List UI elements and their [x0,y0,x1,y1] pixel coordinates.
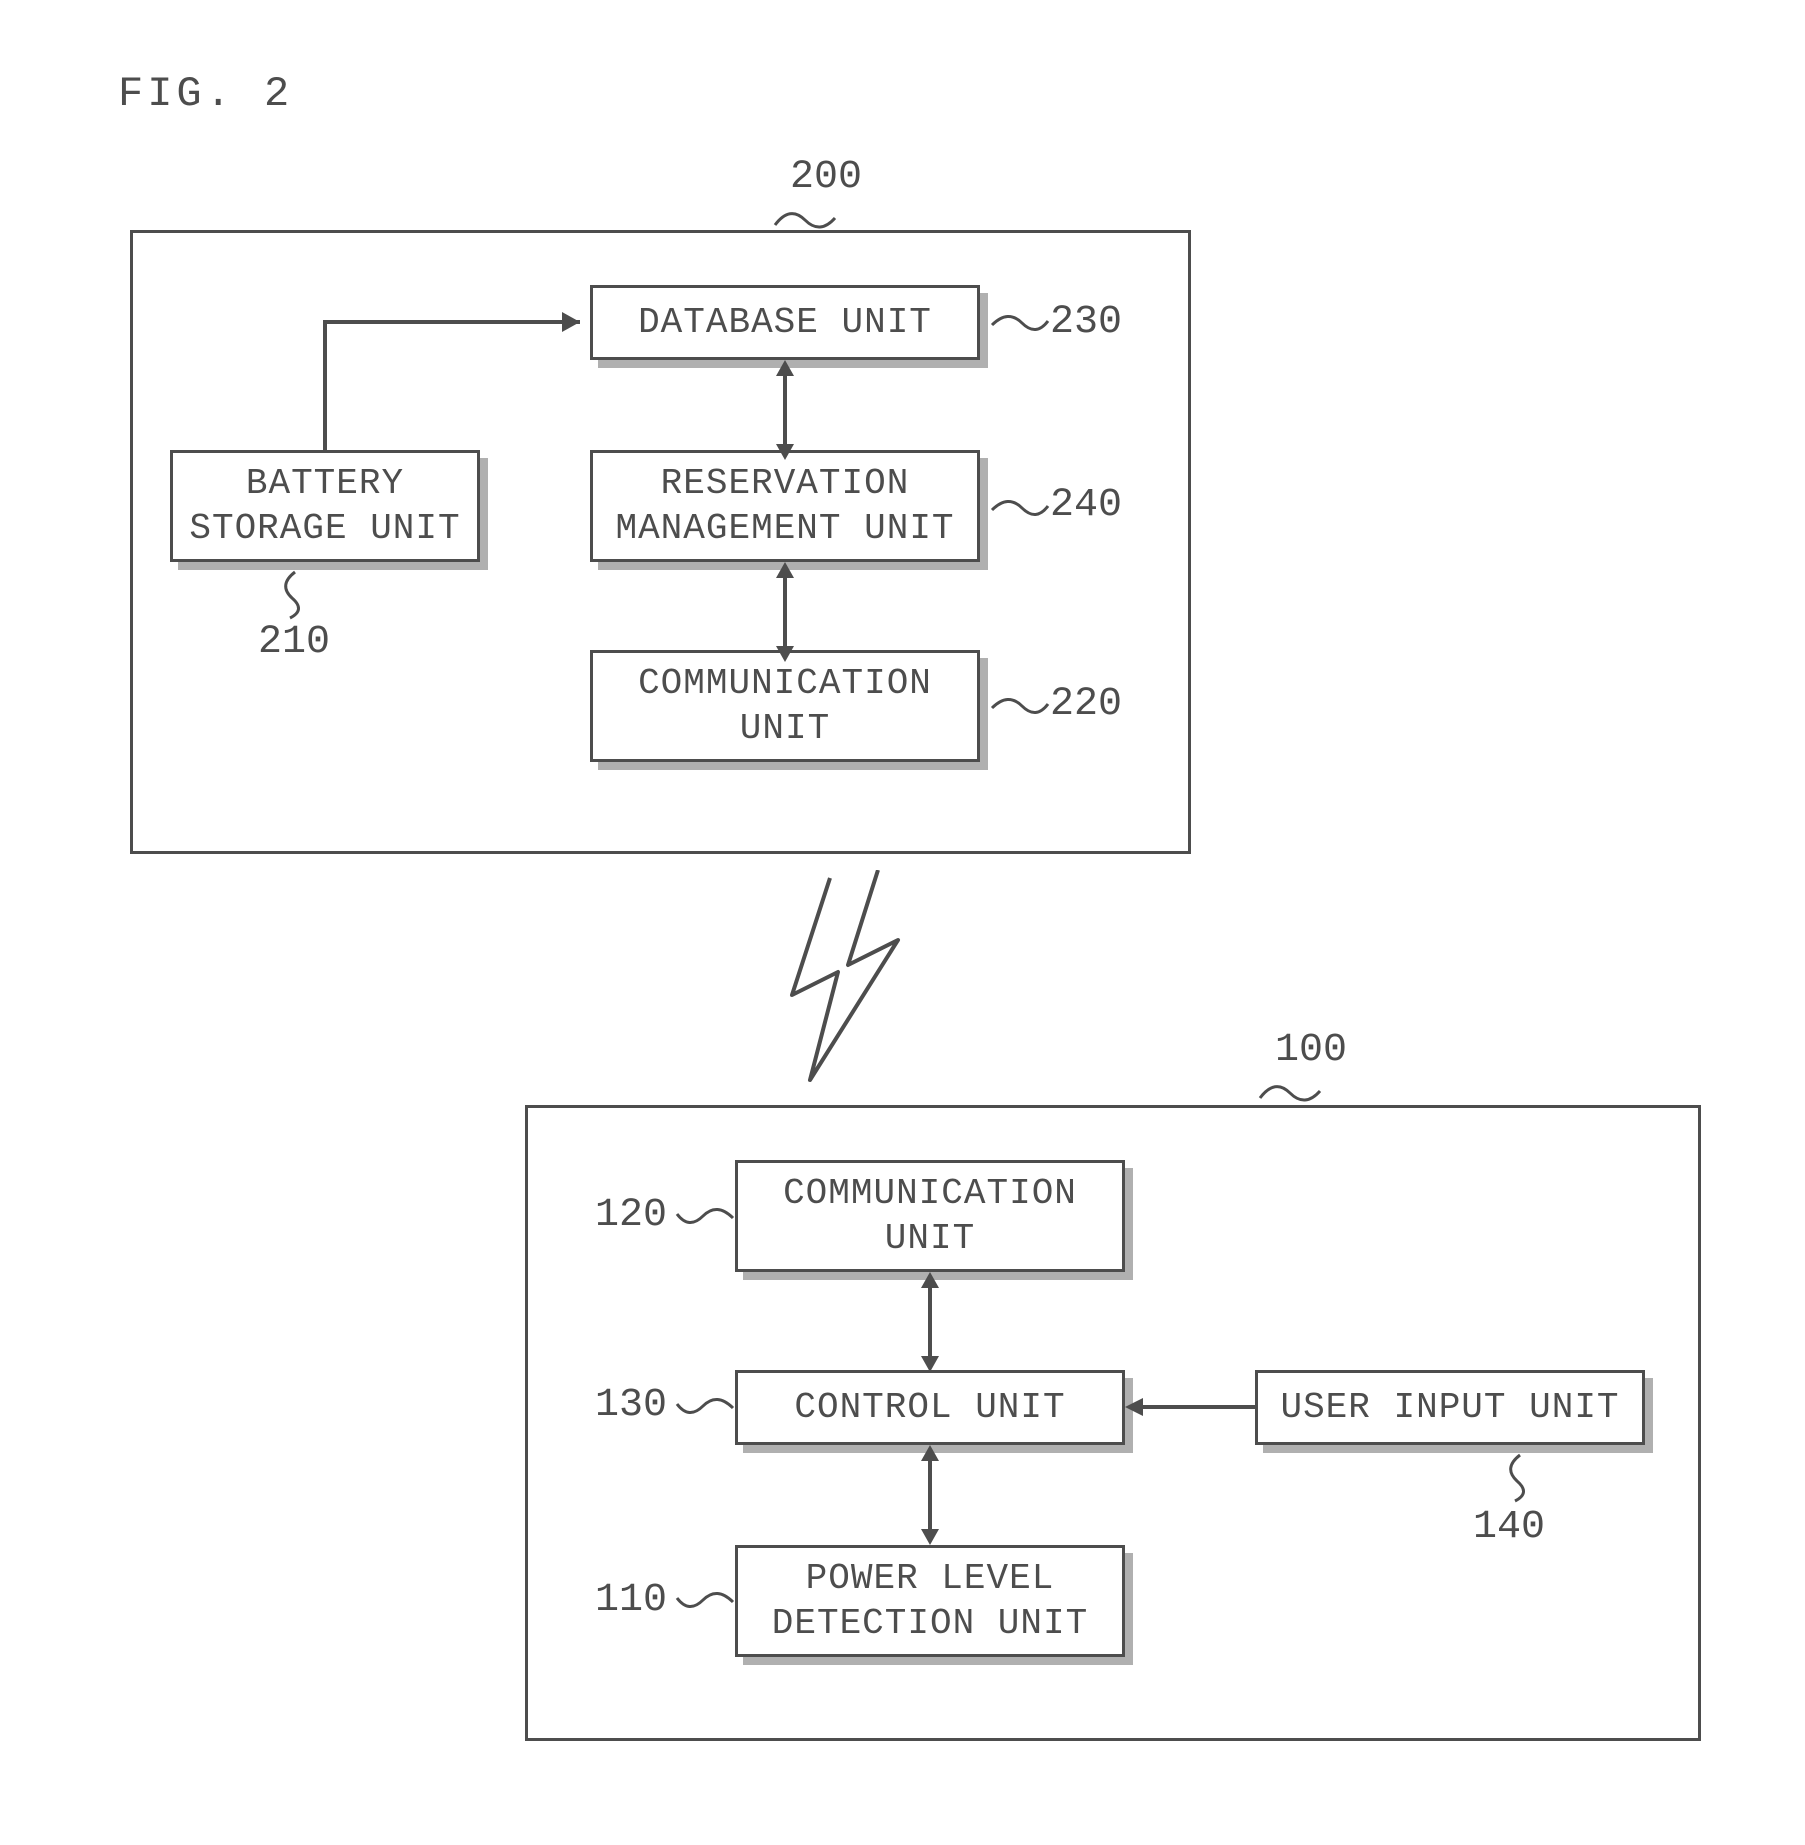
leader-210 [270,570,320,620]
arrow-reservation-comm [770,562,800,662]
leader-240 [990,490,1050,530]
ref-230: 230 [1050,300,1122,345]
block-database: DATABASE UNIT [590,285,980,360]
leader-140 [1495,1453,1545,1503]
block-power-level: POWER LEVEL DETECTION UNIT [735,1545,1125,1657]
block-control: CONTROL UNIT [735,1370,1125,1445]
block-battery-storage-label: BATTERY STORAGE UNIT [189,461,460,551]
figure-title: FIG. 2 [118,70,293,118]
block-power-level-label: POWER LEVEL DETECTION UNIT [772,1556,1088,1646]
arrow-db-reservation [770,360,800,460]
arrow-control-power [915,1445,945,1545]
block-comm-top: COMMUNICATION UNIT [590,650,980,762]
block-database-label: DATABASE UNIT [638,300,932,345]
arrow-battery-to-database [310,300,600,460]
leader-130 [675,1388,735,1428]
block-battery-storage: BATTERY STORAGE UNIT [170,450,480,562]
diagram-canvas: FIG. 2 200 BATTERY STORAGE UNIT 210 DATA… [0,0,1805,1845]
block-reservation-label: RESERVATION MANAGEMENT UNIT [615,461,954,551]
ref-140: 140 [1473,1505,1545,1550]
block-comm-top-label: COMMUNICATION UNIT [638,661,932,751]
wireless-icon [760,870,940,1100]
leader-230 [990,305,1050,345]
arrow-comm-control [915,1272,945,1372]
leader-220 [990,688,1050,728]
ref-220: 220 [1050,682,1122,727]
ref-100: 100 [1275,1028,1347,1073]
arrow-userinput-control [1125,1392,1260,1422]
ref-110: 110 [595,1578,667,1623]
block-user-input: USER INPUT UNIT [1255,1370,1645,1445]
ref-210: 210 [258,620,330,665]
block-reservation: RESERVATION MANAGEMENT UNIT [590,450,980,562]
block-user-input-label: USER INPUT UNIT [1280,1385,1619,1430]
ref-120: 120 [595,1193,667,1238]
block-comm-bottom-label: COMMUNICATION UNIT [783,1171,1077,1261]
block-control-label: CONTROL UNIT [794,1385,1065,1430]
ref-240: 240 [1050,483,1122,528]
leader-110 [675,1582,735,1622]
block-comm-bottom: COMMUNICATION UNIT [735,1160,1125,1272]
ref-130: 130 [595,1383,667,1428]
ref-200: 200 [790,155,862,200]
leader-120 [675,1198,735,1238]
